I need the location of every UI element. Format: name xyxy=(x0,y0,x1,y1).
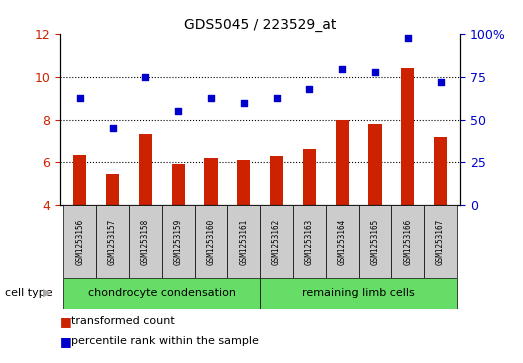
Point xyxy=(371,69,379,75)
Bar xyxy=(63,205,96,278)
Text: GSM1253160: GSM1253160 xyxy=(207,218,215,265)
Bar xyxy=(293,205,326,278)
Point xyxy=(141,74,150,80)
Bar xyxy=(63,278,260,309)
Text: ▶: ▶ xyxy=(43,288,51,298)
Text: GSM1253158: GSM1253158 xyxy=(141,218,150,265)
Bar xyxy=(303,148,316,205)
Bar xyxy=(162,205,195,278)
Bar xyxy=(368,124,382,205)
Point xyxy=(436,79,445,85)
Point xyxy=(174,108,183,114)
Point xyxy=(404,35,412,41)
Text: transformed count: transformed count xyxy=(71,316,174,326)
Point xyxy=(207,95,215,101)
Bar xyxy=(139,134,152,205)
Point xyxy=(240,100,248,106)
Text: GSM1253165: GSM1253165 xyxy=(370,218,380,265)
Bar xyxy=(195,205,228,278)
Text: GSM1253162: GSM1253162 xyxy=(272,218,281,265)
Bar xyxy=(237,160,251,205)
Bar xyxy=(204,158,218,205)
Title: GDS5045 / 223529_at: GDS5045 / 223529_at xyxy=(184,18,336,32)
Bar xyxy=(260,205,293,278)
Bar xyxy=(359,205,391,278)
Text: ■: ■ xyxy=(60,335,72,348)
Text: cell type: cell type xyxy=(5,288,53,298)
Text: ■: ■ xyxy=(60,315,72,328)
Bar xyxy=(172,163,185,205)
Bar xyxy=(73,155,86,205)
Bar xyxy=(424,205,457,278)
Bar xyxy=(129,205,162,278)
Point xyxy=(272,95,281,101)
Bar xyxy=(96,205,129,278)
Text: remaining limb cells: remaining limb cells xyxy=(302,288,415,298)
Bar xyxy=(260,278,457,309)
Bar xyxy=(434,137,447,205)
Text: chondrocyte condensation: chondrocyte condensation xyxy=(88,288,236,298)
Point xyxy=(108,126,117,131)
Bar xyxy=(391,205,424,278)
Point xyxy=(338,66,346,72)
Text: GSM1253159: GSM1253159 xyxy=(174,218,183,265)
Text: percentile rank within the sample: percentile rank within the sample xyxy=(71,336,258,346)
Text: GSM1253164: GSM1253164 xyxy=(338,218,347,265)
Bar xyxy=(401,68,414,205)
Text: GSM1253167: GSM1253167 xyxy=(436,218,445,265)
Text: GSM1253156: GSM1253156 xyxy=(75,218,84,265)
Bar xyxy=(336,120,349,205)
Bar xyxy=(228,205,260,278)
Bar xyxy=(326,205,359,278)
Text: GSM1253163: GSM1253163 xyxy=(305,218,314,265)
Point xyxy=(76,95,84,101)
Point xyxy=(305,86,314,92)
Text: GSM1253166: GSM1253166 xyxy=(403,218,412,265)
Text: GSM1253157: GSM1253157 xyxy=(108,218,117,265)
Text: GSM1253161: GSM1253161 xyxy=(240,218,248,265)
Bar xyxy=(270,156,283,205)
Bar xyxy=(106,174,119,205)
